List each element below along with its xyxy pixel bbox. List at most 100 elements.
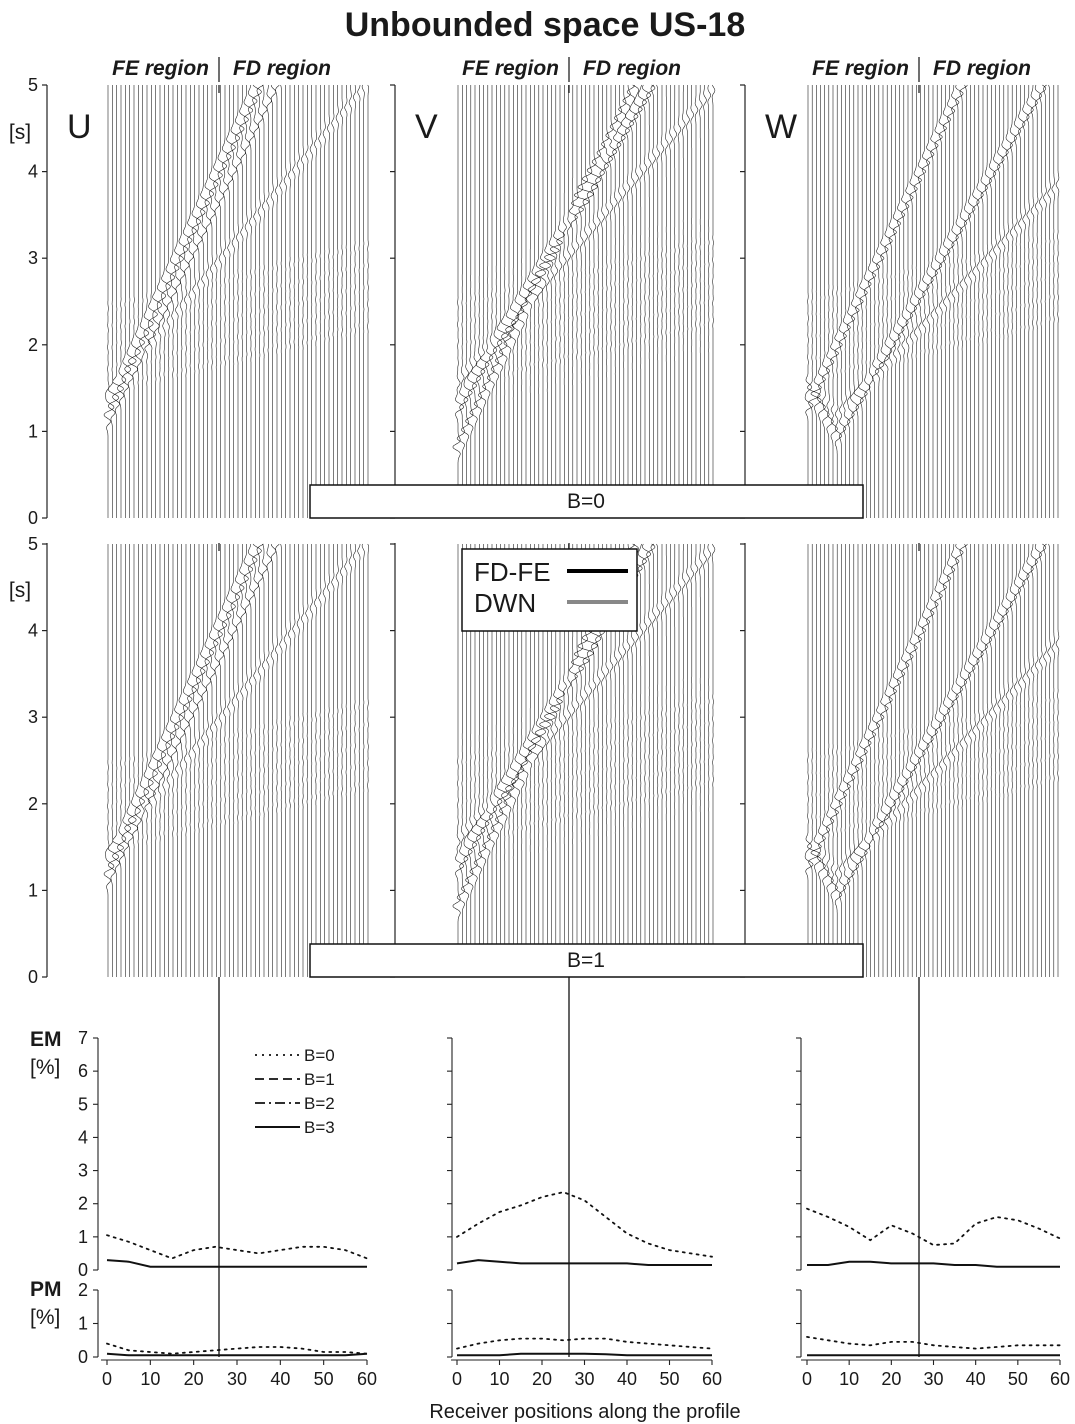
receiver-trace <box>905 85 914 518</box>
y-tick-label: 3 <box>28 248 38 268</box>
receiver-trace <box>591 85 605 518</box>
receiver-trace <box>922 85 931 518</box>
receiver-trace <box>853 544 864 977</box>
receiver-trace <box>292 85 296 518</box>
x-tick-label: 60 <box>702 1369 722 1389</box>
receiver-trace <box>327 85 330 518</box>
receiver-trace <box>357 85 361 518</box>
receiver-trace <box>152 85 162 518</box>
receiver-trace <box>838 85 847 518</box>
receiver-trace <box>888 544 897 977</box>
receiver-trace <box>103 85 115 518</box>
seismogram-row: 0 1 2 3 4 5 [s] U V W <box>9 75 1060 528</box>
em-y-tick-label: 2 <box>78 1194 88 1214</box>
receiver-trace <box>690 85 694 518</box>
receiver-trace <box>367 543 369 977</box>
receiver-trace <box>340 85 343 518</box>
receiver-trace <box>318 85 322 518</box>
receiver-trace <box>226 544 236 977</box>
receiver-trace <box>288 544 291 977</box>
receiver-trace <box>582 85 598 518</box>
receiver-trace <box>1026 544 1034 977</box>
receiver-trace <box>322 85 326 518</box>
receiver-trace <box>842 85 851 518</box>
receiver-trace <box>563 85 567 518</box>
receiver-trace <box>121 544 131 977</box>
receiver-trace <box>117 85 127 518</box>
receiver-trace <box>262 84 268 518</box>
receiver-trace <box>174 544 184 977</box>
receiver-trace <box>1034 84 1042 518</box>
receiver-trace <box>955 543 964 977</box>
x-tick-label: 60 <box>357 1369 377 1389</box>
receiver-trace <box>348 85 352 518</box>
em-series-line <box>806 1207 1061 1247</box>
receiver-trace <box>577 85 594 518</box>
receiver-trace <box>1043 543 1047 977</box>
x-tick-label: 20 <box>532 1369 552 1389</box>
seismogram-panel: V <box>390 84 716 519</box>
receiver-trace <box>1009 544 1017 977</box>
em-y-tick-label: 0 <box>78 1260 88 1280</box>
receiver-trace <box>872 544 881 977</box>
receiver-trace <box>143 85 154 518</box>
x-tick-label: 10 <box>839 1369 859 1389</box>
receiver-trace <box>665 85 669 518</box>
receiver-trace <box>161 85 171 518</box>
receiver-trace <box>239 544 249 977</box>
receiver-trace <box>646 543 656 977</box>
receiver-trace <box>147 85 158 518</box>
receiver-trace <box>134 544 145 977</box>
receiver-trace <box>511 85 523 518</box>
x-tick-label: 30 <box>574 1369 594 1389</box>
legend-box <box>461 548 638 632</box>
y-tick-label: 2 <box>28 335 38 355</box>
receiver-trace <box>520 85 532 518</box>
receiver-trace <box>196 544 206 977</box>
em-y-tick-label: 7 <box>78 1028 88 1048</box>
receiver-trace <box>305 544 309 977</box>
receiver-trace <box>858 85 868 518</box>
receiver-trace <box>270 543 277 977</box>
receiver-trace <box>694 544 699 977</box>
receiver-trace <box>930 85 939 518</box>
component-label: U <box>67 108 92 146</box>
receiver-trace <box>112 85 124 518</box>
receiver-trace <box>711 543 716 977</box>
x-tick-label: 20 <box>184 1369 204 1389</box>
receiver-trace <box>897 85 906 518</box>
receiver-trace <box>867 85 876 518</box>
receiver-trace <box>955 84 964 518</box>
row-band-label: B=0 <box>567 490 605 513</box>
receiver-trace <box>248 543 258 977</box>
receiver-trace <box>156 544 166 977</box>
receiver-trace <box>124 544 137 977</box>
receiver-trace <box>139 544 150 977</box>
receiver-trace <box>344 85 348 518</box>
y-tick-label: 4 <box>28 621 38 641</box>
receiver-trace <box>993 85 1001 518</box>
pm-unit-label: [%] <box>30 1306 60 1329</box>
figure-title: Unbounded space US-18 <box>345 6 746 44</box>
receiver-trace <box>1018 85 1026 518</box>
pm-series-line <box>806 1336 1061 1350</box>
receiver-trace <box>1005 85 1013 518</box>
receiver-trace <box>850 544 860 977</box>
receiver-trace <box>909 544 918 977</box>
x-tick-label: 0 <box>802 1369 812 1389</box>
receiver-trace <box>980 544 988 977</box>
receiver-trace <box>283 544 287 977</box>
receiver-trace <box>361 84 365 518</box>
pm-y-tick-label: 1 <box>78 1314 88 1334</box>
legend-entry-label: FD-FE <box>474 557 551 587</box>
receiver-trace <box>248 84 258 518</box>
receiver-trace <box>252 84 262 518</box>
receiver-trace <box>926 85 935 518</box>
receiver-trace <box>327 544 330 977</box>
y-tick-label: 1 <box>28 880 38 900</box>
receiver-trace <box>997 85 1005 518</box>
receiver-trace <box>550 85 563 518</box>
receiver-trace <box>826 85 835 518</box>
receiver-trace <box>642 84 651 518</box>
x-tick-label: 40 <box>270 1369 290 1389</box>
